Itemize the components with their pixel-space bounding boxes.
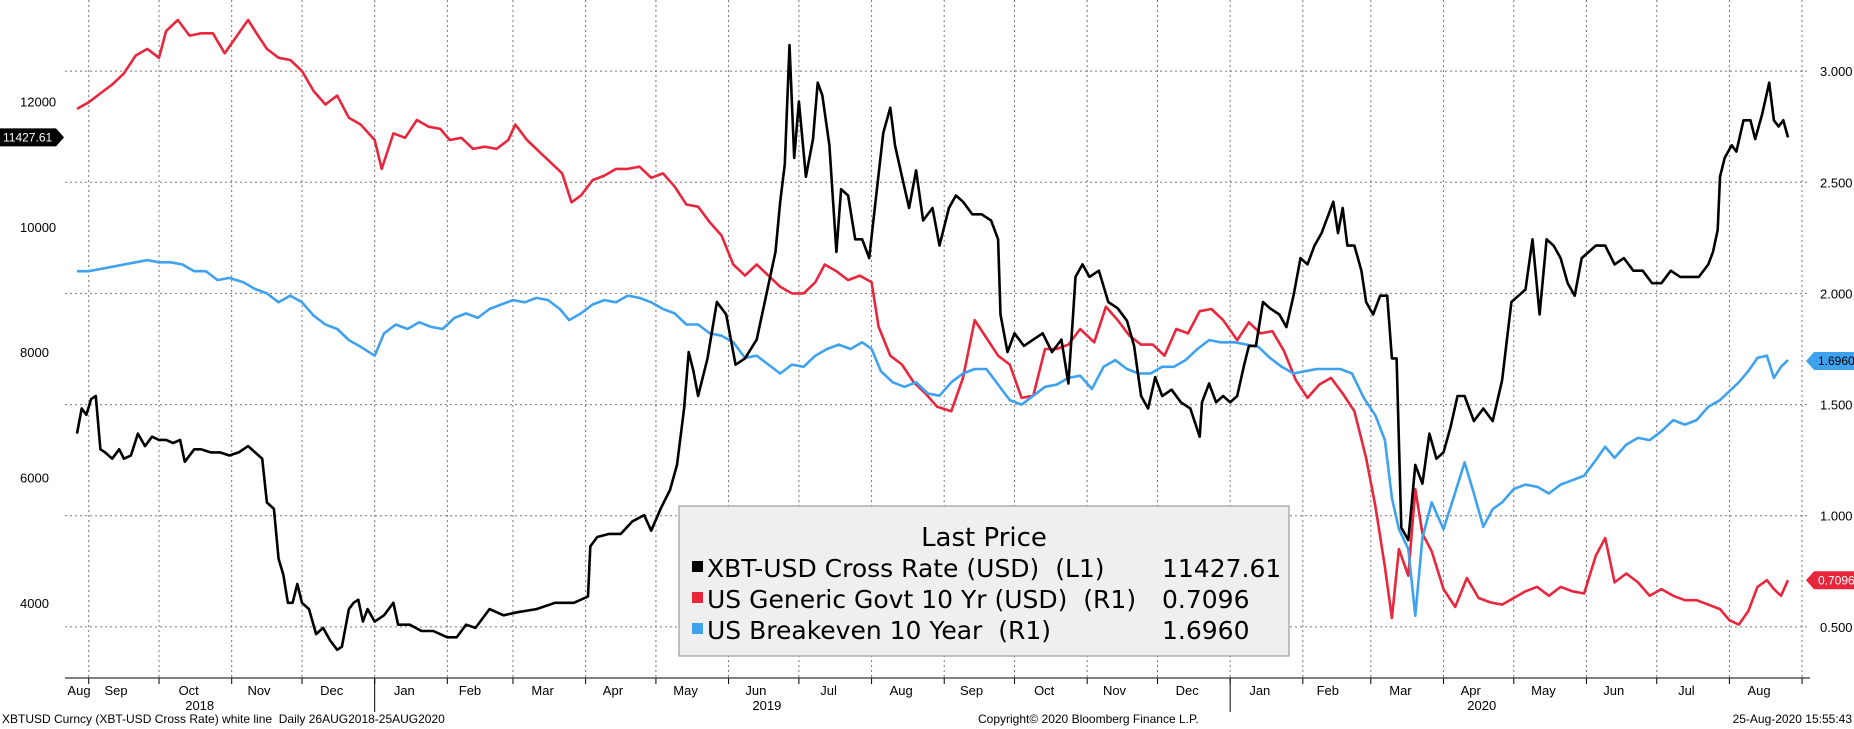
footer-source: XBTUSD Curncy (XBT-USD Cross Rate) white… [2, 712, 445, 726]
x-month-label: Dec [1176, 683, 1200, 698]
badge-breakeven-text: 1.6960 [1818, 354, 1854, 368]
footer: XBTUSD Curncy (XBT-USD Cross Rate) white… [2, 712, 1852, 726]
x-month-label: May [673, 683, 698, 698]
x-month-label: Aug [67, 683, 90, 698]
legend-label-xbt: XBT-USD Cross Rate (USD) (L1) [707, 554, 1105, 583]
badge-breakeven: 1.6960 [1806, 352, 1854, 371]
x-month-label: Sep [104, 683, 127, 698]
x-year-label: 2018 [185, 698, 214, 713]
right-tick-label: 0.500 [1820, 620, 1853, 635]
badge-xbt: 11427.61 [0, 128, 64, 147]
left-tick-label: 8000 [20, 345, 49, 360]
legend-value-breakeven: 1.6960 [1162, 616, 1249, 645]
right-tick-label: 2.000 [1820, 286, 1853, 301]
legend-title: Last Price [921, 523, 1047, 553]
x-month-label: Feb [459, 683, 481, 698]
left-axis: 12000 10000 8000 6000 4000 [20, 94, 56, 610]
legend-label-breakeven: US Breakeven 10 Year (R1) [707, 616, 1051, 645]
left-tick-label: 4000 [20, 596, 49, 611]
x-month-label: Jan [394, 683, 415, 698]
x-month-label: Oct [179, 683, 200, 698]
x-month-label: Nov [247, 683, 271, 698]
x-month-label: Jun [1603, 683, 1624, 698]
legend-value-xbt: 11427.61 [1162, 554, 1281, 583]
series-line-0 [75, 43, 1790, 652]
series-lines [75, 18, 1790, 652]
badge-govt: 0.7096 [1806, 571, 1854, 590]
left-tick-label: 10000 [20, 220, 56, 235]
last-value-badges: 11427.61 1.6960 0.7096 [0, 128, 1854, 590]
series-line-2 [77, 258, 1789, 618]
x-month-label: Sep [960, 683, 983, 698]
series-line-1 [76, 18, 1790, 626]
left-tick-label: 12000 [20, 94, 56, 109]
x-month-label: Dec [320, 683, 344, 698]
footer-timestamp: 25-Aug-2020 15:55:43 [1733, 712, 1853, 726]
x-year-label: 2020 [1467, 698, 1496, 713]
x-month-label: Oct [1034, 683, 1055, 698]
x-month-label: Mar [1389, 683, 1412, 698]
x-month-label: Mar [531, 683, 554, 698]
right-tick-label: 2.500 [1820, 175, 1853, 190]
x-month-label: Aug [1747, 683, 1770, 698]
badge-govt-text: 0.7096 [1818, 573, 1854, 587]
right-tick-label: 3.000 [1820, 64, 1853, 79]
x-month-label: Nov [1103, 683, 1127, 698]
footer-copyright: Copyright© 2020 Bloomberg Finance L.P. [978, 712, 1199, 726]
right-tick-label: 1.500 [1820, 398, 1853, 413]
legend-value-govt: 0.7096 [1162, 585, 1249, 614]
x-month-label: May [1531, 683, 1556, 698]
x-axis: Aug Sep Oct Nov Dec Jan Feb Mar Apr May Jun Jul Aug S… [67, 678, 1803, 713]
x-month-label: Apr [1461, 683, 1482, 698]
x-month-label: Jan [1249, 683, 1270, 698]
right-tick-label: 1.000 [1820, 509, 1853, 524]
x-year-label: 2019 [752, 698, 781, 713]
x-month-label: Aug [890, 683, 913, 698]
x-month-label: Jul [820, 683, 837, 698]
right-axis: 3.000 2.500 2.000 1.500 1.000 0.500 [1820, 64, 1853, 635]
x-month-label: Apr [603, 683, 624, 698]
legend-swatch-govt [692, 592, 703, 603]
legend-label-govt: US Generic Govt 10 Yr (USD) (R1) [707, 585, 1136, 614]
legend-swatch-breakeven [692, 623, 703, 634]
x-month-label: Feb [1317, 683, 1339, 698]
left-tick-label: 6000 [20, 470, 49, 485]
x-month-label: Jul [1678, 683, 1695, 698]
badge-xbt-text: 11427.61 [3, 130, 52, 144]
legend: Last Price XBT-USD Cross Rate (USD) (L1)… [678, 505, 1290, 657]
legend-swatch-xbt [692, 561, 703, 572]
x-month-label: Jun [745, 683, 766, 698]
